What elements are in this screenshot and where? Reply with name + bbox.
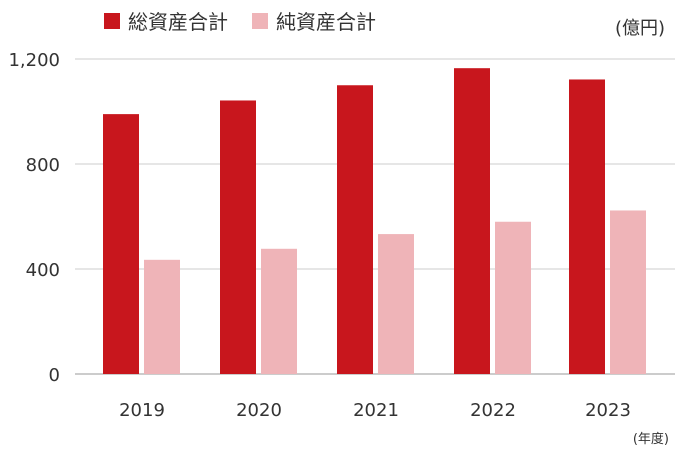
bar-net-assets [610, 210, 646, 374]
y-tick-label: 800 [26, 155, 60, 176]
bar-total-assets [337, 85, 373, 374]
bar-net-assets [378, 234, 414, 374]
x-tick-label: 2019 [119, 400, 165, 421]
y-unit-label: (億円) [614, 18, 665, 39]
x-tick-label: 2023 [585, 400, 631, 421]
bar-total-assets [220, 100, 256, 374]
x-tick-label: 2021 [353, 400, 399, 421]
bar-net-assets [261, 248, 297, 374]
legend-swatch-total-assets [104, 12, 120, 29]
x-unit-label: (年度) [632, 432, 669, 447]
bar-net-assets [495, 221, 531, 374]
legend-label-net-assets: 純資産合計 [276, 10, 376, 34]
y-tick-label: 1,200 [8, 50, 60, 71]
chart-legend: 総資産合計 純資産合計 [104, 6, 400, 35]
bar-total-assets [454, 68, 490, 374]
bar-total-assets [569, 79, 605, 374]
y-tick-label: 400 [26, 260, 60, 281]
legend-swatch-net-assets [252, 12, 268, 29]
legend-label-total-assets: 総資産合計 [128, 10, 228, 34]
bar-total-assets [103, 114, 139, 374]
legend-item-net-assets: 純資産合計 [252, 6, 376, 35]
x-tick-label: 2022 [470, 400, 516, 421]
x-tick-label: 2020 [236, 400, 282, 421]
bar-net-assets [144, 259, 180, 374]
legend-item-total-assets: 総資産合計 [104, 6, 228, 35]
y-tick-label: 0 [49, 365, 60, 386]
